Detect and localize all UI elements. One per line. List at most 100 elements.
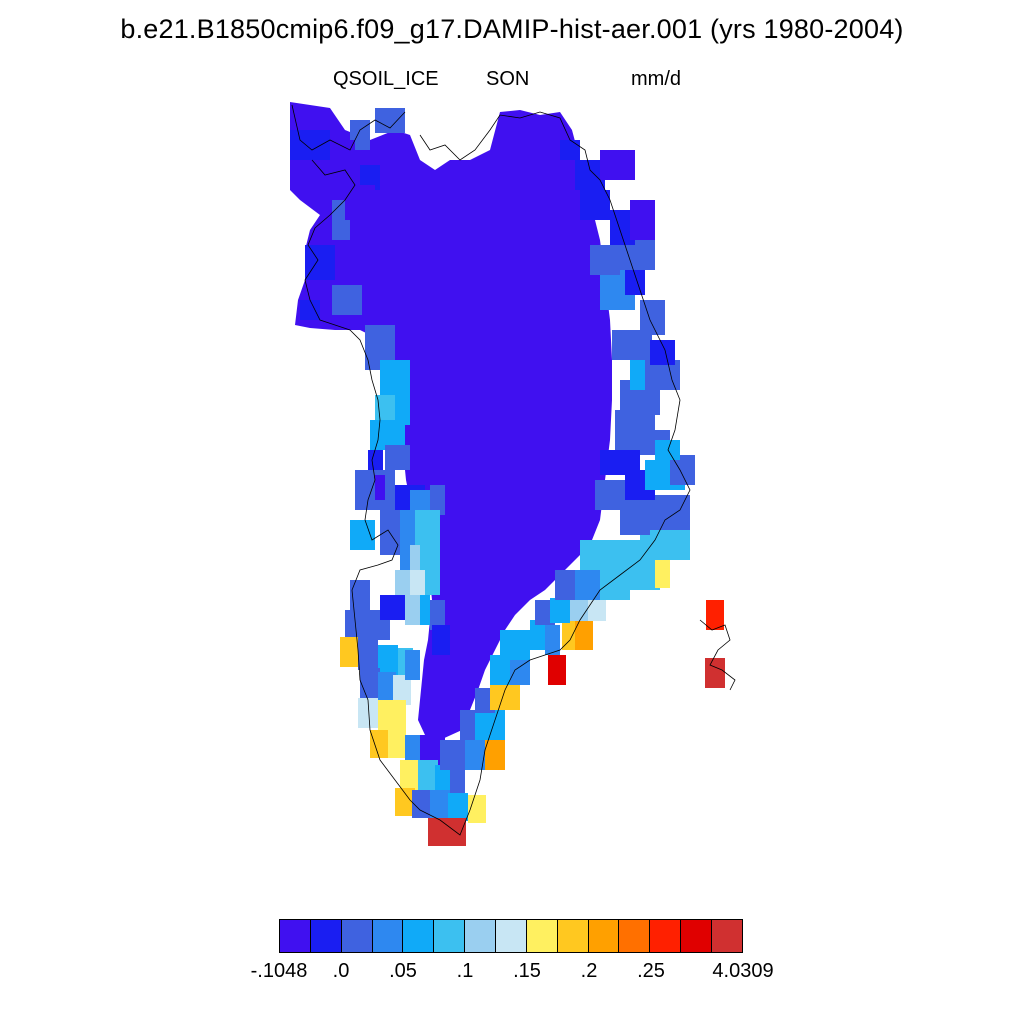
map-cells	[290, 102, 725, 846]
map-cell	[465, 740, 485, 770]
map-cell	[412, 790, 432, 818]
colorbar-tick-label: .05	[389, 960, 417, 982]
colorbar	[279, 919, 743, 953]
map-cell	[600, 150, 635, 180]
map-cell	[350, 520, 375, 550]
map-cell	[380, 360, 410, 395]
colorbar-tick-label: .2	[580, 960, 598, 982]
colorbar-tick-label: .1	[456, 960, 474, 982]
map-cell	[650, 495, 690, 530]
map-cell	[428, 818, 466, 846]
colorbar-tick-label: .25	[637, 960, 665, 982]
colorbar-box	[372, 920, 404, 952]
map-cell	[448, 793, 468, 821]
colorbar-box	[557, 920, 589, 952]
map-cell	[375, 475, 385, 500]
map-cell	[590, 245, 620, 275]
map-cell	[395, 570, 410, 600]
map-cell	[655, 440, 680, 460]
map-cell	[440, 740, 465, 770]
variable-label: QSOIL_ICE	[333, 68, 439, 90]
map-cell	[425, 570, 440, 595]
map-cell	[490, 655, 510, 685]
colorbar-box	[341, 920, 373, 952]
map-cell	[395, 788, 415, 816]
map-cell	[460, 710, 475, 740]
map-cell	[378, 700, 406, 735]
colorbar-box	[496, 920, 527, 952]
map-cell	[432, 625, 450, 655]
map-cell	[405, 735, 420, 763]
map-cell	[580, 540, 640, 570]
map-cell	[345, 195, 360, 220]
map-cell	[595, 480, 625, 510]
map-cell	[485, 740, 505, 770]
map-cell	[550, 598, 570, 623]
season-label: SON	[486, 68, 530, 90]
map-cell	[340, 140, 355, 165]
colorbar-box	[434, 920, 466, 952]
map-cell	[630, 355, 645, 390]
map-cell	[345, 610, 375, 640]
map-cell	[395, 395, 410, 425]
map-cell	[385, 445, 410, 470]
map-cell	[375, 108, 405, 133]
colorbar-tick-label: 4.0309	[712, 960, 774, 982]
map-cell	[380, 595, 405, 620]
map-cell	[580, 190, 610, 220]
colorbar-tick-label: -.1048	[250, 960, 308, 982]
map-cell	[615, 410, 655, 450]
map-cell	[350, 580, 370, 610]
map-cell	[625, 265, 645, 295]
map-cell	[400, 510, 415, 545]
map-cell	[370, 730, 388, 758]
map-cell	[340, 637, 358, 667]
map-cell	[378, 645, 398, 675]
map-cell	[360, 185, 375, 210]
map-cell	[575, 570, 600, 600]
map-cell	[450, 765, 465, 793]
map-cell	[358, 640, 378, 670]
colorbar-box	[403, 920, 435, 952]
map-cell	[706, 600, 724, 630]
units-label: mm/d	[631, 68, 681, 90]
map-cell	[368, 450, 383, 470]
colorbar-box	[465, 920, 497, 952]
map-cell	[290, 130, 330, 160]
colorbar-box	[588, 920, 620, 952]
map-cell	[575, 620, 593, 650]
map-cell	[410, 570, 425, 600]
map-cell	[548, 655, 566, 685]
map-cell	[393, 675, 411, 705]
map-cell	[560, 140, 580, 160]
map-cell	[470, 710, 505, 740]
map-cell	[360, 668, 380, 698]
colorbar-box	[310, 920, 342, 952]
map-cell	[360, 165, 380, 190]
map-cell	[650, 340, 675, 365]
map-cell	[305, 245, 335, 280]
map-cell	[405, 650, 420, 680]
map-cell	[655, 560, 670, 588]
map-cell	[415, 510, 440, 545]
map-cell	[430, 600, 445, 630]
colorbar-box	[526, 920, 558, 952]
colorbar-box	[619, 920, 651, 952]
map-cell	[562, 620, 577, 650]
colorbar-box	[650, 920, 682, 952]
colorbar-box	[712, 920, 742, 952]
map-cell	[430, 485, 445, 515]
colorbar-tick-label: .15	[513, 960, 541, 982]
map-cell	[430, 790, 450, 820]
map-cell	[705, 658, 725, 688]
colorbar-box	[280, 920, 311, 952]
map-cell	[500, 630, 530, 660]
map-cell	[332, 285, 362, 315]
map-cell	[300, 300, 320, 320]
map-cell	[510, 655, 530, 685]
map-cell	[378, 672, 396, 702]
map-cell	[388, 730, 406, 758]
coastline	[291, 104, 736, 836]
map-cell	[600, 450, 640, 475]
